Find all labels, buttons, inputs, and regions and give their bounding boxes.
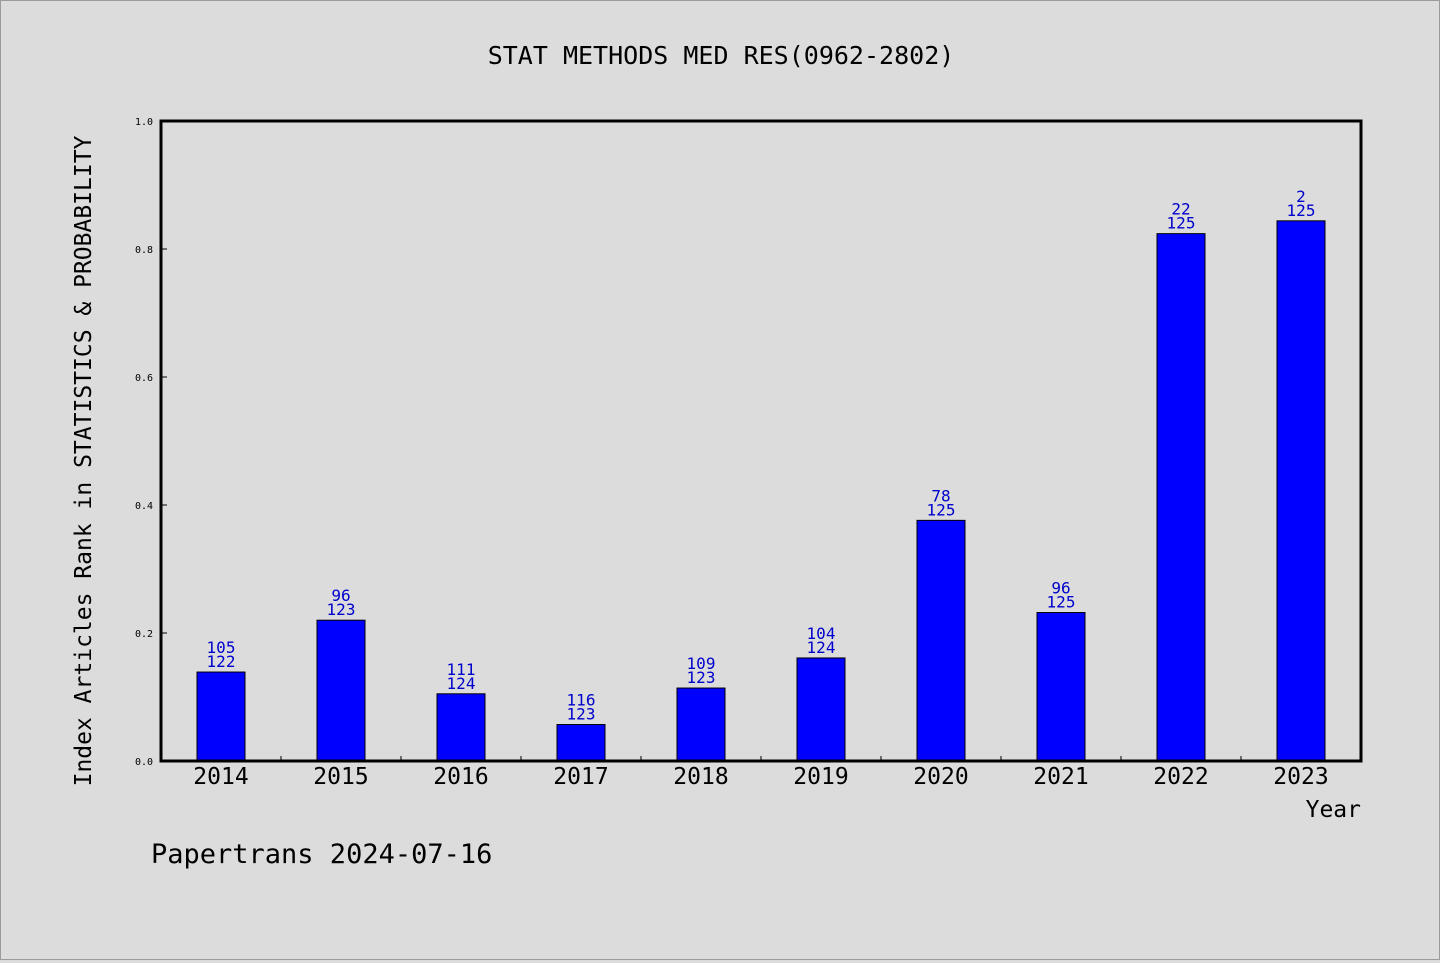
rank-label-top: 96: [331, 586, 350, 605]
x-tick-label: 2014: [193, 764, 248, 790]
x-axis-label: Year: [1306, 797, 1361, 823]
rank-label-bottom: 125: [1047, 593, 1076, 612]
x-tick-label: 2016: [433, 764, 488, 790]
rank-label-bottom: 124: [447, 674, 476, 693]
rank-label-bottom: 125: [1167, 214, 1196, 233]
rank-label-top: 22: [1171, 200, 1190, 219]
x-tick-label: 2017: [553, 764, 608, 790]
x-tick-label: 2023: [1273, 764, 1328, 790]
rank-label-top: 104: [807, 624, 836, 643]
bar-2016: [436, 693, 486, 762]
bar-2019: [796, 657, 846, 762]
rank-label-bottom: 125: [927, 500, 956, 519]
y-tick-label: 0.4: [135, 501, 153, 512]
bar-2022: [1156, 233, 1206, 762]
x-tick-label: 2019: [793, 764, 848, 790]
rank-label-bottom: 123: [567, 705, 596, 724]
data-labels-layer: 1051229612311112411612310912310412478125…: [207, 187, 1316, 724]
rank-label-top: 2: [1296, 187, 1306, 206]
rank-label-top: 78: [931, 486, 950, 505]
x-tick-label: 2021: [1033, 764, 1088, 790]
rank-label-top: 96: [1051, 579, 1070, 598]
y-tick-label: 1.0: [135, 117, 153, 128]
x-tick-label: 2018: [673, 764, 728, 790]
bar-2023: [1276, 220, 1326, 762]
bar-2015: [316, 619, 366, 762]
chart-title: STAT METHODS MED RES(0962-2802): [488, 41, 955, 70]
y-tick-label: 0.0: [135, 757, 153, 768]
rank-label-top: 109: [687, 654, 716, 673]
rank-label-bottom: 123: [687, 668, 716, 687]
bar-2017: [556, 724, 606, 762]
x-tick-label: 2022: [1153, 764, 1208, 790]
rank-label-top: 116: [567, 691, 596, 710]
y-tick-label: 0.8: [135, 245, 153, 256]
rank-label-bottom: 125: [1287, 201, 1316, 220]
bar-2020: [916, 519, 966, 762]
footer-stamp: Papertrans 2024-07-16: [151, 839, 492, 870]
bars-layer: [196, 220, 1326, 762]
bar-2014: [196, 671, 246, 762]
rank-label-bottom: 122: [207, 652, 236, 671]
bar-2018: [676, 687, 726, 762]
x-tick-label: 2020: [913, 764, 968, 790]
bar-2021: [1036, 612, 1086, 762]
plot-area-border: [159, 119, 1363, 763]
rank-label-top: 111: [447, 660, 476, 679]
y-axis-label: Index Articles Rank in STATISTICS & PROB…: [71, 135, 97, 786]
rank-label-bottom: 123: [327, 600, 356, 619]
rank-label-top: 105: [207, 638, 236, 657]
y-tick-label: 0.2: [135, 629, 153, 640]
y-tick-label: 0.6: [135, 373, 153, 384]
rank-label-bottom: 124: [807, 638, 836, 657]
x-tick-label: 2015: [313, 764, 368, 790]
axis-layer: 0.0 0.2 0.4 0.6 0.8 1.0 2014 2015 2016 2017 2018 20…: [135, 117, 1329, 790]
